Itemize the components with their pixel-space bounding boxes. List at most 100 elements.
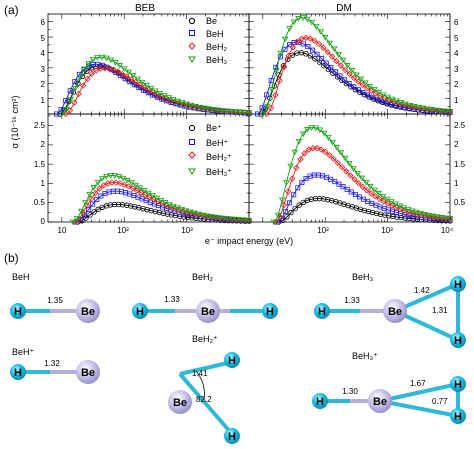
- data-point: [79, 82, 87, 89]
- data-point: [216, 215, 223, 221]
- data-point: [129, 73, 137, 79]
- data-point: [106, 65, 113, 72]
- legend-marker-beh3-ion: [188, 168, 196, 175]
- data-point: [131, 82, 137, 88]
- data-point: [96, 185, 103, 192]
- bond-length: 1.42: [414, 286, 430, 295]
- data-point: [119, 202, 126, 208]
- data-point: [66, 107, 74, 114]
- molecule-beh2: BeH₂ 1.33 H Be H: [132, 272, 278, 323]
- ytick-label: 3: [454, 65, 459, 74]
- data-point: [332, 179, 338, 185]
- data-point: [357, 76, 365, 83]
- data-point: [224, 216, 232, 222]
- data-point: [89, 57, 97, 63]
- data-point: [268, 77, 274, 83]
- data-point: [94, 55, 101, 61]
- data-point: [132, 182, 140, 189]
- xtick-label: 10: [58, 226, 67, 235]
- xtick-label: 10³: [181, 226, 193, 235]
- data-point: [384, 94, 391, 101]
- data-point: [90, 201, 96, 207]
- ytick-label: 1.5: [454, 160, 466, 169]
- series-line: [61, 56, 250, 115]
- data-point: [338, 163, 346, 171]
- ytick-label: 1: [41, 96, 46, 105]
- data-point: [241, 109, 248, 116]
- bond-length: 1.33: [164, 295, 180, 304]
- data-point: [301, 150, 308, 157]
- atom-h-label: H: [14, 306, 22, 318]
- data-point: [267, 104, 275, 112]
- data-point: [376, 195, 383, 203]
- data-point: [80, 67, 88, 73]
- ytick-labels-right: 1 2 3 4 5 6 0.5 1 1.5 2 2.5: [454, 18, 466, 207]
- data-point: [101, 64, 109, 72]
- legend-marker-beh2-ion: [188, 151, 196, 159]
- data-point: [321, 34, 329, 41]
- data-point: [195, 211, 202, 218]
- ytick-label: 0.5: [454, 198, 466, 207]
- data-point: [358, 175, 366, 182]
- atom-be-label: Be: [81, 367, 95, 379]
- data-point: [347, 172, 354, 179]
- xtick-label: 10³: [381, 226, 393, 235]
- legend-ion: Be⁺ BeH⁺ BeH₂⁺ BeH₃⁺: [188, 123, 232, 177]
- legend-label-be-ion: Be⁺: [206, 123, 222, 133]
- data-point: [123, 202, 130, 208]
- data-point: [75, 90, 82, 98]
- data-point: [408, 208, 416, 215]
- atom-h-label: H: [266, 306, 274, 318]
- data-point: [289, 44, 296, 51]
- ytick-label: 6: [454, 18, 459, 27]
- data-point: [112, 60, 119, 66]
- data-point: [344, 186, 350, 192]
- data-point: [284, 188, 292, 195]
- bond-length: 1.67: [410, 379, 426, 388]
- data-point: [299, 179, 305, 185]
- title-dm: DM: [336, 3, 352, 14]
- data-point: [351, 84, 357, 90]
- data-point: [286, 26, 293, 32]
- data-point: [323, 60, 329, 66]
- data-point: [94, 197, 100, 203]
- data-point: [85, 61, 92, 67]
- ytick-label: 1.5: [34, 160, 46, 169]
- atom-be-label: Be: [173, 397, 187, 409]
- data-point: [309, 144, 317, 152]
- atom-be-label: Be: [201, 306, 215, 318]
- data-point: [424, 106, 432, 113]
- data-point: [406, 102, 414, 109]
- ytick-label: 2: [454, 140, 459, 149]
- data-point: [125, 69, 132, 76]
- data-point: [276, 77, 283, 84]
- data-point: [382, 212, 388, 218]
- data-point: [294, 38, 301, 45]
- data-point: [309, 47, 315, 53]
- data-point: [228, 216, 236, 223]
- data-point: [120, 66, 128, 72]
- legend-label-beh: BeH: [206, 29, 224, 39]
- data-point: [98, 193, 104, 199]
- legend-neutral: Be BeH BeH₂ BeH₃: [188, 16, 228, 65]
- data-point: [372, 193, 379, 200]
- legend-marker-beh3: [188, 56, 196, 63]
- data-point: [233, 217, 240, 223]
- atom-h-label: H: [14, 367, 22, 379]
- data-point: [274, 212, 282, 219]
- data-point: [315, 40, 323, 48]
- data-point: [178, 206, 186, 213]
- data-point: [379, 92, 387, 99]
- data-point: [295, 139, 303, 145]
- molecule-beh3: BeH₃ 1.33 1.42 1.31 H Be H H: [314, 272, 466, 348]
- series-line: [273, 127, 451, 223]
- legend-marker-be: [188, 17, 196, 25]
- ytick-label: 0.5: [34, 198, 46, 207]
- atom-be: [196, 299, 220, 323]
- data-point: [281, 36, 289, 43]
- data-point: [409, 209, 416, 217]
- bond: [379, 382, 459, 403]
- data-point: [320, 44, 327, 52]
- data-point: [103, 55, 110, 62]
